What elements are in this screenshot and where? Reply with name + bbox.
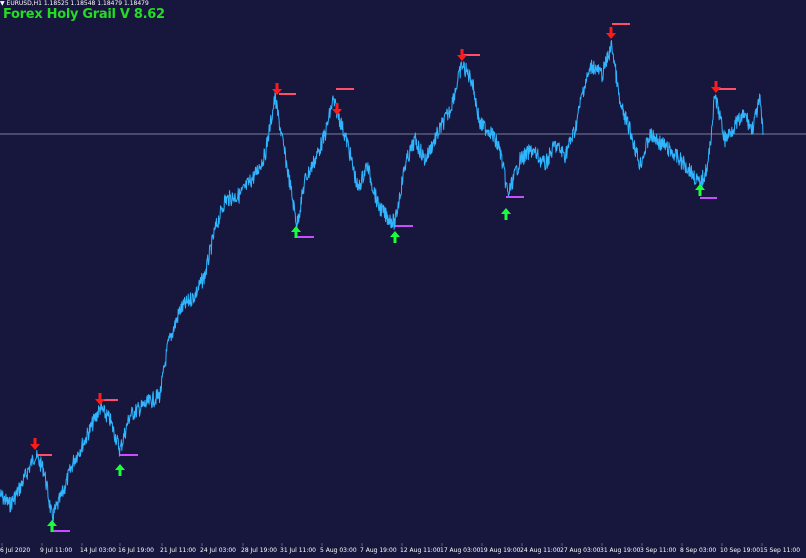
price-line	[0, 40, 764, 522]
time-axis-label: 14 Jul 03:00	[80, 547, 116, 554]
time-axis-label: 7 Aug 19:00	[360, 547, 397, 554]
time-axis-label: 10 Sep 19:00	[720, 547, 760, 554]
time-axis-label: 8 Sep 03:00	[680, 547, 716, 554]
time-axis-label: 28 Jul 19:00	[241, 547, 277, 554]
time-axis-label: 3 Sep 11:00	[640, 547, 676, 554]
time-axis-label: 31 Aug 19:00	[600, 547, 641, 554]
time-axis-label: 16 Jul 19:00	[118, 547, 154, 554]
time-axis-label: 12 Aug 11:00	[400, 547, 441, 554]
time-axis-label: 15 Sep 11:00	[760, 547, 800, 554]
time-axis-label: 21 Jul 11:00	[160, 547, 196, 554]
sell-arrow-icon[interactable]	[457, 49, 467, 61]
time-axis-label: 19 Aug 19:00	[480, 547, 521, 554]
time-axis-label: 5 Aug 03:00	[320, 547, 357, 554]
sell-arrow-icon[interactable]	[332, 103, 342, 115]
buy-arrow-icon[interactable]	[695, 184, 705, 196]
sell-arrow-icon[interactable]	[272, 83, 282, 95]
time-axis-label: 27 Aug 03:00	[560, 547, 601, 554]
time-axis-label: 24 Aug 11:00	[520, 547, 561, 554]
buy-arrow-icon[interactable]	[501, 208, 511, 220]
time-axis-label: 24 Jul 03:00	[200, 547, 236, 554]
indicator-title: Forex Holy Grail V 8.62	[3, 7, 165, 22]
time-axis-label: 17 Aug 03:00	[440, 547, 481, 554]
buy-arrow-icon[interactable]	[115, 464, 125, 476]
buy-arrow-icon[interactable]	[47, 520, 57, 532]
time-axis-label: 31 Jul 11:00	[280, 547, 316, 554]
sell-arrow-icon[interactable]	[606, 27, 616, 39]
time-axis: 6 Jul 2020 9 Jul 11:00 14 Jul 03:00 16 Jul …	[0, 543, 800, 554]
sell-arrow-icon[interactable]	[95, 393, 105, 405]
symbol-header: ▼ EURUSD,H1 1.18525 1.18548 1.18479 1.18…	[0, 0, 149, 7]
sell-arrow-icon[interactable]	[30, 438, 40, 450]
time-axis-label: 6 Jul 2020	[0, 547, 30, 554]
buy-arrow-icon[interactable]	[390, 231, 400, 243]
sell-arrow-icon[interactable]	[711, 81, 721, 93]
time-axis-label: 9 Jul 11:00	[40, 547, 72, 554]
buy-arrow-icon[interactable]	[291, 226, 301, 238]
